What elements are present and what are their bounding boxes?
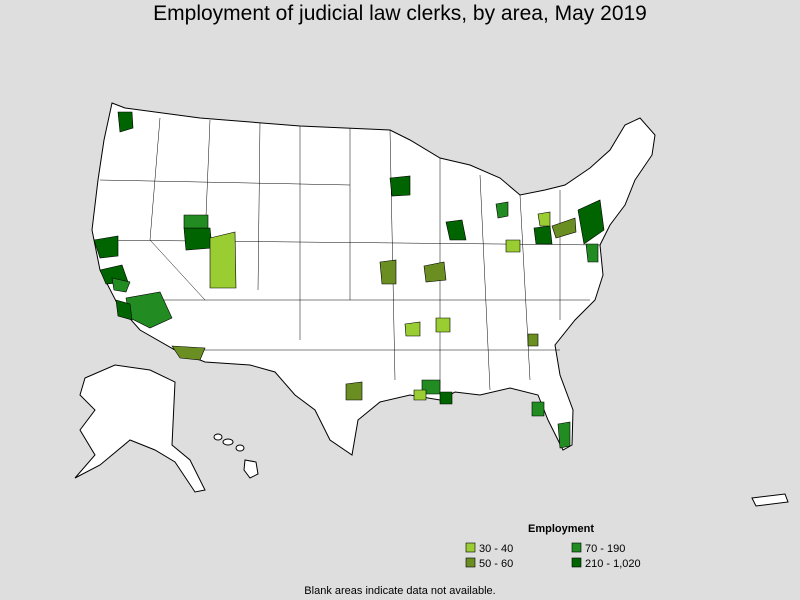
hawaii (213, 433, 259, 479)
area (537, 211, 551, 227)
area (527, 333, 539, 347)
highlighted-areas (93, 111, 605, 449)
area (183, 214, 209, 229)
alaska (74, 364, 206, 493)
area (423, 261, 447, 283)
area (115, 299, 133, 321)
area (117, 111, 134, 133)
area (505, 239, 521, 253)
area (445, 219, 467, 241)
area (531, 401, 545, 417)
area (209, 231, 237, 289)
area (93, 235, 119, 259)
area (551, 217, 577, 239)
legend-swatch (465, 542, 476, 553)
area (379, 259, 397, 285)
puerto-rico (751, 493, 789, 507)
area (111, 277, 131, 293)
legend-title: Employment (528, 523, 594, 535)
area (435, 317, 451, 333)
legend: 30 - 40 70 - 190 50 - 60 210 - 1,020 (465, 542, 641, 570)
map-title: Employment of judicial law clerks, by ar… (153, 2, 647, 25)
area (345, 381, 363, 401)
footnote: Blank areas indicate data not available. (304, 585, 495, 597)
legend-swatch (465, 557, 476, 568)
legend-label: 50 - 60 (479, 558, 513, 570)
area (577, 199, 605, 245)
area (389, 175, 411, 197)
area (404, 321, 421, 337)
area (171, 345, 206, 361)
area (413, 389, 427, 401)
area (557, 421, 571, 449)
area (183, 227, 213, 251)
legend-swatch (571, 557, 582, 568)
legend-label: 210 - 1,020 (585, 558, 641, 570)
area (439, 391, 453, 405)
area (585, 243, 599, 263)
area (533, 225, 553, 245)
area (495, 201, 509, 219)
legend-swatch (571, 542, 582, 553)
legend-label: 70 - 190 (585, 543, 625, 555)
us-mainland (91, 102, 656, 456)
legend-label: 30 - 40 (479, 543, 513, 555)
